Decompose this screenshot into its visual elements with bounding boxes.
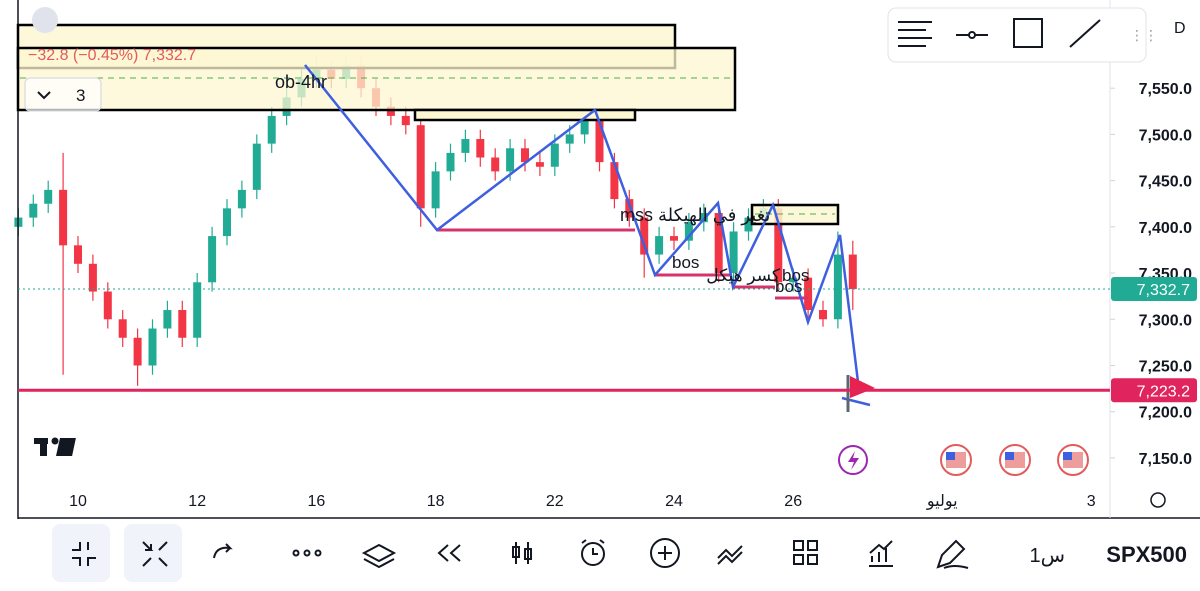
- candle-body: [819, 310, 827, 320]
- y-tick-label: 7,500.0: [1139, 127, 1192, 144]
- candle-body: [506, 148, 515, 172]
- candle-body: [848, 254, 857, 290]
- annotation: ob-4hr: [275, 72, 327, 92]
- chevron: [37, 91, 51, 100]
- x-tick-label: 22: [546, 493, 564, 510]
- candle-body: [580, 120, 589, 135]
- price-label-box: [1111, 277, 1197, 302]
- candle-body: [163, 310, 172, 329]
- y-tick-label: 7,450.0: [1139, 174, 1192, 191]
- candle-body: [74, 245, 82, 264]
- candle-body: [461, 139, 470, 153]
- candle-body: [744, 217, 753, 232]
- bottom-toolbar: [0, 520, 1200, 591]
- y-tick-label: 7,400.0: [1139, 220, 1192, 237]
- event-icon: [848, 451, 859, 470]
- drag-handle[interactable]: ⋮⋮: [1130, 27, 1158, 43]
- candle-body: [789, 277, 798, 283]
- candle-body: [714, 212, 723, 274]
- candle-body: [208, 236, 217, 283]
- x-tick-label: 18: [427, 493, 445, 510]
- candle-body: [550, 143, 559, 167]
- candle-body: [237, 189, 246, 209]
- flag: [850, 376, 875, 398]
- x-tick-label: يوليو: [926, 493, 958, 511]
- candle-body: [625, 199, 634, 218]
- candle-body: [521, 148, 529, 163]
- x-tick-label: 3: [1087, 493, 1096, 510]
- symbol-button[interactable]: SPX500: [1106, 542, 1187, 567]
- toolbar-icons[interactable]: [72, 538, 969, 569]
- annotation: تغير في الهيكلة mss: [620, 205, 770, 226]
- candle-body: [476, 139, 485, 158]
- candle-body: [267, 115, 276, 144]
- candle-body: [401, 115, 410, 126]
- candle-body: [223, 208, 231, 237]
- candle-body: [44, 189, 53, 204]
- candle-body: [774, 208, 783, 283]
- candle-body: [88, 263, 97, 292]
- legend-button[interactable]: [32, 7, 58, 33]
- y-tick-label: 7,200.0: [1139, 405, 1192, 422]
- flag-icons[interactable]: [940, 444, 1089, 476]
- indicator-toggle[interactable]: [24, 77, 102, 112]
- settings-icon[interactable]: [1150, 492, 1166, 508]
- interval-button[interactable]: 1س: [1029, 545, 1065, 567]
- candle-body: [118, 319, 127, 338]
- tool-button[interactable]: [52, 524, 110, 582]
- candle-body: [29, 203, 38, 218]
- candle-body: [535, 162, 544, 167]
- y-tick-label: 7,300.0: [1139, 312, 1192, 329]
- zone: [16, 46, 737, 112]
- candle-body: [431, 171, 440, 209]
- candle-body: [252, 143, 261, 190]
- legend-change: −32.8 (−0.45%) 7,332.7: [28, 47, 196, 64]
- tool-button[interactable]: [124, 524, 182, 582]
- x-tick-label: 16: [308, 493, 326, 510]
- y-tick-label: 7,550.0: [1139, 81, 1192, 98]
- candle-body: [684, 222, 693, 241]
- logo: [34, 437, 76, 456]
- candle-body: [416, 125, 425, 209]
- candle-body: [640, 217, 649, 255]
- y-tick-label: 7,250.0: [1139, 358, 1192, 375]
- candle-body: [804, 277, 813, 311]
- candle-body: [59, 189, 68, 246]
- x-tick-label: 24: [665, 493, 683, 510]
- zigzag-drawing: [304, 64, 860, 383]
- zone: [413, 108, 637, 122]
- candle-body: [148, 328, 157, 366]
- candle-body: [386, 106, 395, 116]
- candle-body: [193, 282, 202, 338]
- drawing-toolbar: [887, 7, 1147, 63]
- interval-label: D: [1174, 20, 1186, 37]
- indicator-count: 3: [76, 86, 85, 105]
- annotation: كسر هيكل: [706, 266, 781, 285]
- price-label: 7,223.2: [1137, 383, 1190, 400]
- drawing-tools[interactable]: [898, 18, 1101, 48]
- price-label-box: [1111, 378, 1197, 403]
- candle-body: [103, 291, 112, 320]
- candle-body: [655, 236, 664, 255]
- candle-body: [670, 236, 678, 241]
- candle-body: [610, 162, 619, 200]
- candle-body: [178, 310, 187, 338]
- annotation: bos: [672, 253, 699, 272]
- x-tick-label: 10: [69, 493, 87, 510]
- annotation: bos: [782, 266, 809, 285]
- candle-body: [446, 152, 455, 172]
- candle-body: [729, 231, 738, 274]
- y-tick-label: 7,150.0: [1139, 451, 1192, 468]
- candle-body: [133, 337, 142, 366]
- annotation: bos: [775, 277, 802, 296]
- x-tick-label: 26: [784, 493, 802, 510]
- candle-body: [595, 120, 604, 163]
- candle-body: [491, 157, 500, 172]
- candle-body: [833, 254, 842, 320]
- candle-body: [565, 134, 574, 144]
- x-tick-label: 12: [188, 493, 206, 510]
- price-label: 7,332.7: [1137, 282, 1190, 299]
